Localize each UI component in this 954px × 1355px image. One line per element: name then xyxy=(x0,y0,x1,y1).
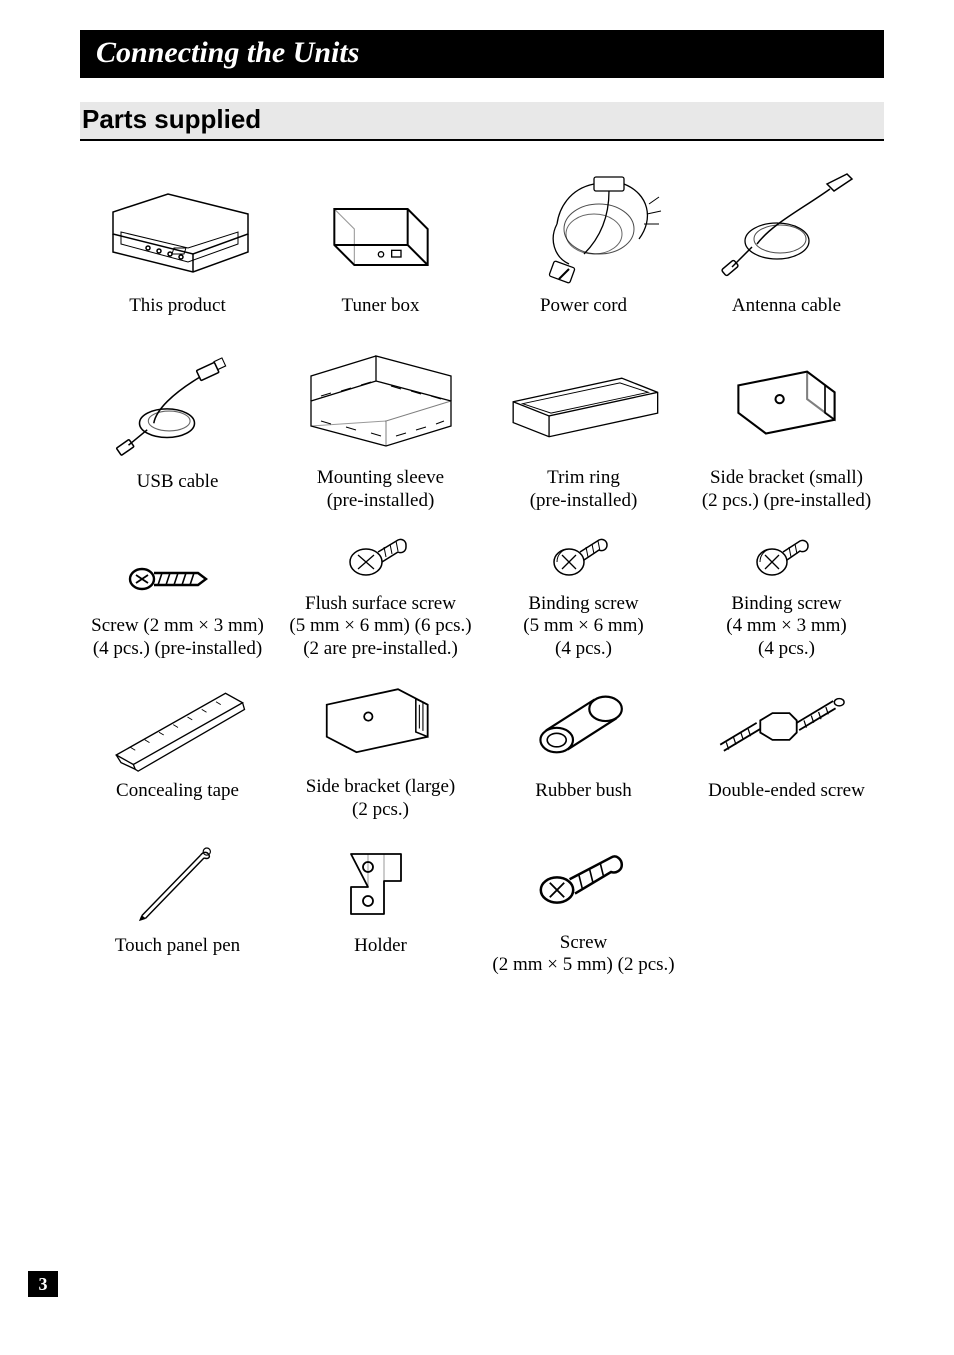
part-caption: Concealing tape xyxy=(116,774,239,822)
part-cell-empty xyxy=(689,836,884,978)
page-number: 3 xyxy=(28,1271,58,1297)
part-cell: Side bracket (large) (2 pcs.) xyxy=(283,675,478,822)
part-illustration-side-bracket-small xyxy=(702,351,872,461)
part-illustration-usb-cable xyxy=(93,355,263,465)
part-caption: Side bracket (small) (2 pcs.) (pre-insta… xyxy=(702,461,871,513)
part-cell: Tuner box xyxy=(283,169,478,337)
part-caption: Holder xyxy=(354,929,407,977)
part-illustration-screw-2x5 xyxy=(499,836,669,926)
part-caption: This product xyxy=(129,289,226,337)
part-illustration-screw-2x3 xyxy=(93,549,263,609)
part-illustration-antenna-cable xyxy=(702,169,872,289)
part-caption: Touch panel pen xyxy=(115,929,240,977)
part-cell: Screw (2 mm × 3 mm) (4 pcs.) (pre-instal… xyxy=(80,527,275,661)
part-cell: Concealing tape xyxy=(80,675,275,822)
part-illustration-rubber-bush xyxy=(499,679,669,774)
part-cell: Rubber bush xyxy=(486,675,681,822)
part-caption: Antenna cable xyxy=(732,289,841,337)
part-caption: Mounting sleeve (pre-installed) xyxy=(317,461,444,513)
part-cell: Trim ring (pre-installed) xyxy=(486,351,681,513)
parts-grid: This product Tuner box xyxy=(80,169,884,977)
part-caption: Screw (2 mm × 5 mm) (2 pcs.) xyxy=(492,926,674,978)
part-illustration-power-cord xyxy=(499,169,669,289)
part-illustration-flush-screw xyxy=(296,527,466,587)
part-illustration-trim-ring xyxy=(499,351,669,461)
part-cell: Screw (2 mm × 5 mm) (2 pcs.) xyxy=(486,836,681,978)
part-illustration-mounting-sleeve xyxy=(296,351,466,461)
part-cell: Binding screw (4 mm × 3 mm) (4 pcs.) xyxy=(689,527,884,661)
part-caption: USB cable xyxy=(137,465,219,513)
part-cell: Touch panel pen xyxy=(80,836,275,978)
part-illustration-binding-screw-4x3 xyxy=(702,527,872,587)
part-caption: Rubber bush xyxy=(535,774,632,822)
part-cell: Binding screw (5 mm × 6 mm) (4 pcs.) xyxy=(486,527,681,661)
part-illustration-tuner-box xyxy=(296,169,466,289)
part-caption: Double-ended screw xyxy=(708,774,865,822)
chapter-banner: Connecting the Units xyxy=(80,30,884,78)
part-illustration-holder xyxy=(296,839,466,929)
part-caption: Trim ring (pre-installed) xyxy=(530,461,638,513)
part-caption: Flush surface screw (5 mm × 6 mm) (6 pcs… xyxy=(289,587,471,661)
part-illustration-binding-screw-5x6 xyxy=(499,527,669,587)
part-illustration-concealing-tape xyxy=(93,679,263,774)
part-caption: Side bracket (large) (2 pcs.) xyxy=(306,770,455,822)
part-cell: Antenna cable xyxy=(689,169,884,337)
part-illustration-double-ended-screw xyxy=(702,679,872,774)
part-caption: Screw (2 mm × 3 mm) (4 pcs.) (pre-instal… xyxy=(91,609,264,661)
part-illustration-side-bracket-large xyxy=(296,675,466,770)
part-cell: Mounting sleeve (pre-installed) xyxy=(283,351,478,513)
part-cell: Double-ended screw xyxy=(689,675,884,822)
part-cell: Side bracket (small) (2 pcs.) (pre-insta… xyxy=(689,351,884,513)
section-title: Parts supplied xyxy=(80,102,884,141)
part-cell: Flush surface screw (5 mm × 6 mm) (6 pcs… xyxy=(283,527,478,661)
part-cell: USB cable xyxy=(80,351,275,513)
part-caption: Binding screw (5 mm × 6 mm) (4 pcs.) xyxy=(523,587,644,661)
part-cell: Power cord xyxy=(486,169,681,337)
part-illustration-touch-panel-pen xyxy=(93,839,263,929)
part-caption: Tuner box xyxy=(342,289,420,337)
part-cell: This product xyxy=(80,169,275,337)
part-caption: Power cord xyxy=(540,289,627,337)
part-cell: Holder xyxy=(283,836,478,978)
part-caption: Binding screw (4 mm × 3 mm) (4 pcs.) xyxy=(726,587,847,661)
part-illustration-this-product xyxy=(93,169,263,289)
